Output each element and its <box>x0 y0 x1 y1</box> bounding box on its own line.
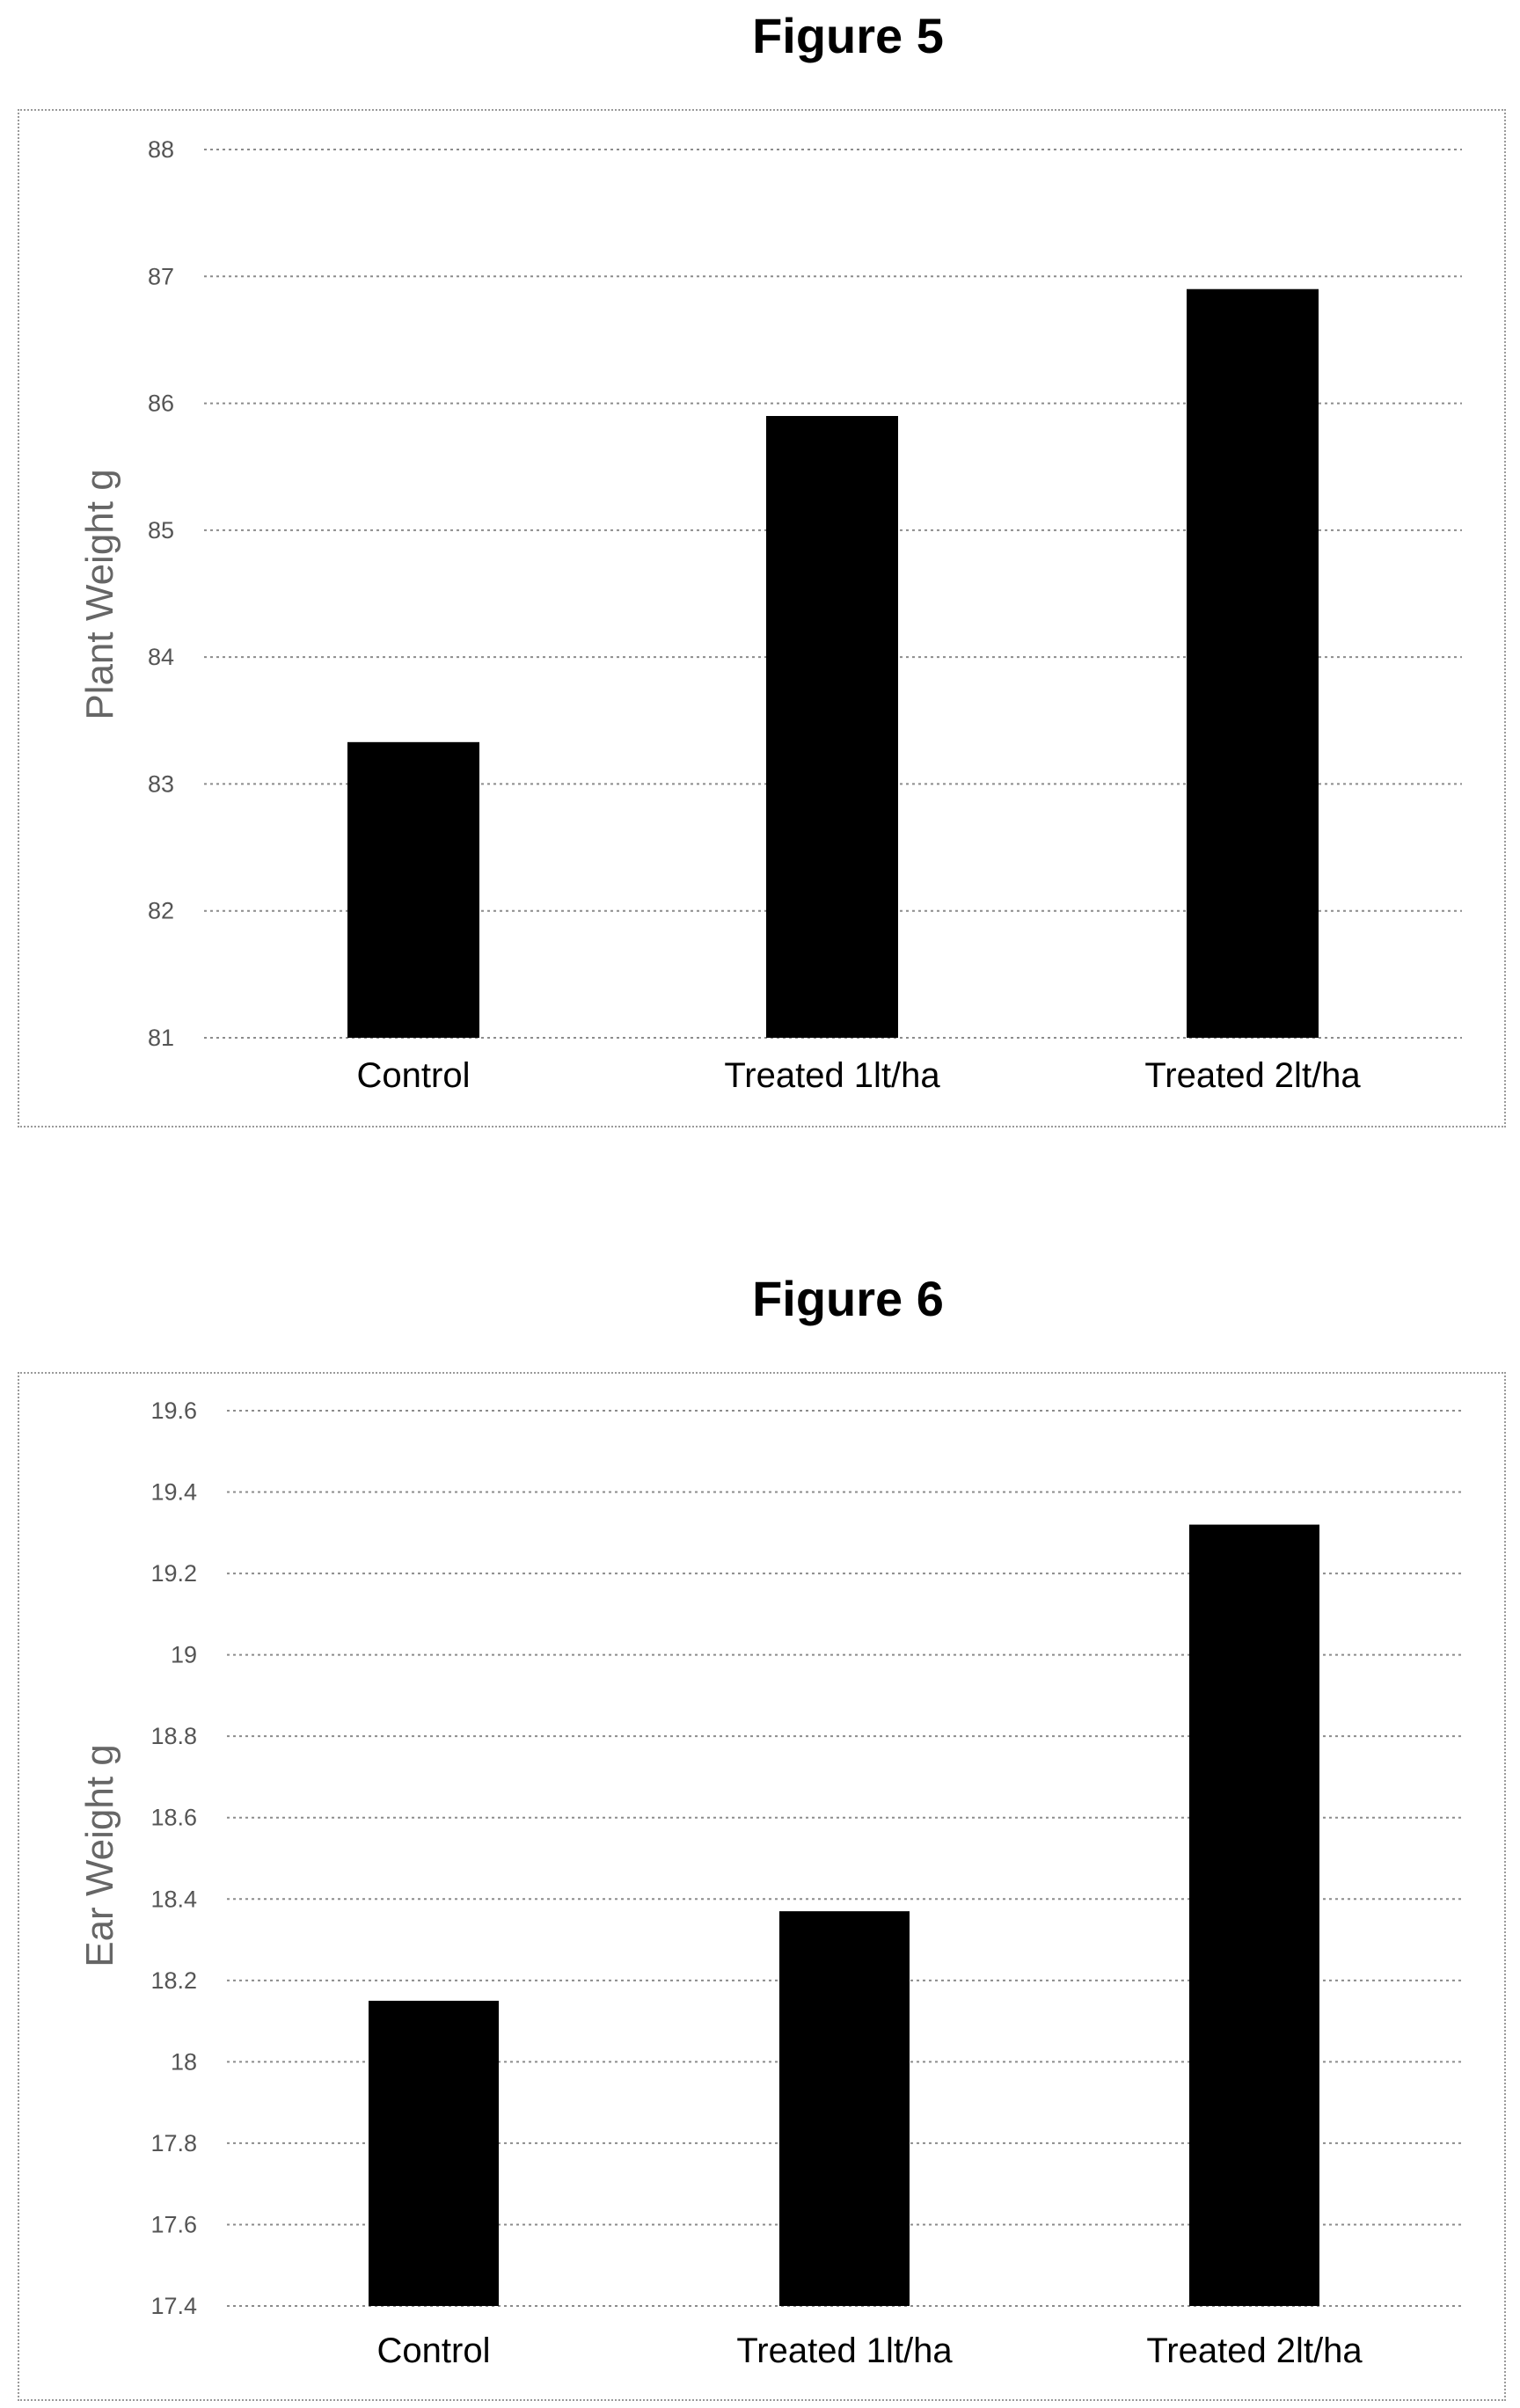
bar-control <box>369 2000 499 2306</box>
y-tick-label: 85 <box>148 517 174 544</box>
bar-control <box>347 741 479 1038</box>
x-category-label: Treated 1lt/ha <box>724 1056 940 1095</box>
figure-6-title: Figure 6 <box>752 1271 944 1326</box>
figure-5-chart: 81 82 83 84 85 86 87 88 Control Treated 1lt/ha Tre… <box>78 136 1462 1095</box>
x-category-label: Control <box>357 1056 471 1095</box>
y-tick-label: 19 <box>171 1642 197 1668</box>
y-tick-label: 19.4 <box>150 1479 197 1506</box>
y-tick-label: 18.6 <box>150 1805 197 1831</box>
y-tick-label: 18.4 <box>150 1886 197 1912</box>
y-axis-title: Ear Weight g <box>78 1744 121 1967</box>
y-tick-label: 84 <box>148 644 174 670</box>
figure-5-chart-frame <box>18 109 1506 1127</box>
y-tick-label: 88 <box>148 136 174 163</box>
y-tick-label: 83 <box>148 770 174 797</box>
x-category-label: Treated 2lt/ha <box>1146 2331 1363 2370</box>
x-category-label: Treated 2lt/ha <box>1144 1056 1361 1095</box>
bar-treated-2lt-ha <box>1187 288 1319 1038</box>
figure-6-chart-frame <box>18 1372 1506 2401</box>
y-tick-label: 17.6 <box>150 2211 197 2237</box>
bar-treated-2lt-ha <box>1189 1524 1319 2306</box>
y-tick-label: 17.8 <box>150 2130 197 2156</box>
x-category-label: Treated 1lt/ha <box>736 2331 953 2370</box>
y-tick-label: 81 <box>148 1025 174 1051</box>
x-category-label: Control <box>377 2331 491 2370</box>
y-tick-label: 18 <box>171 2048 197 2075</box>
y-tick-label: 18.8 <box>150 1723 197 1749</box>
y-tick-label: 18.2 <box>150 1967 197 1994</box>
y-axis-title: Plant Weight g <box>78 469 121 719</box>
bar-treated-1lt-ha <box>766 416 898 1038</box>
y-tick-label: 87 <box>148 263 174 289</box>
y-tick-label: 19.2 <box>150 1560 197 1587</box>
figure-5-title: Figure 5 <box>752 8 944 63</box>
y-tick-label: 19.6 <box>150 1397 197 1424</box>
bar-treated-1lt-ha <box>779 1911 910 2306</box>
y-tick-label: 86 <box>148 390 174 417</box>
y-tick-label: 82 <box>148 898 174 924</box>
y-tick-label: 17.4 <box>150 2293 197 2319</box>
